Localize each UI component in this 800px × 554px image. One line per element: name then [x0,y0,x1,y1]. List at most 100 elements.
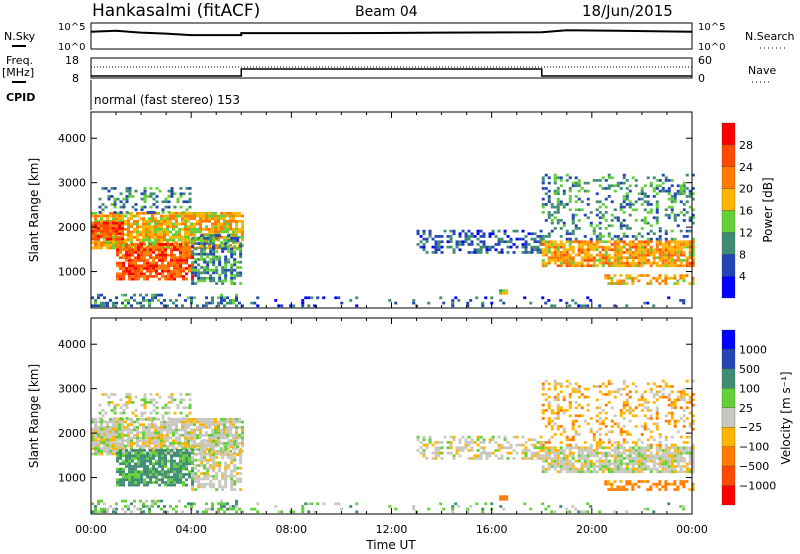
velocity-cell [685,379,689,383]
power-cell [212,268,216,272]
velocity-cell [691,451,695,455]
power-cell [643,256,647,260]
velocity-cell [121,452,124,456]
velocity-cell [691,422,695,426]
velocity-cell [235,499,238,503]
velocity-cell [119,406,123,410]
velocity-cell [187,425,190,429]
velocity-cell [655,409,659,412]
velocity-cell [586,395,590,399]
power-cell [145,293,148,297]
velocity-cell [221,488,225,491]
velocity-cell [667,403,671,407]
power-cell [536,245,540,249]
velocity-cell [97,439,100,442]
velocity-cell [173,483,177,487]
velocity-cell [230,482,234,486]
power-cell [230,252,234,256]
power-cell [428,235,432,238]
power-cell [571,299,575,302]
power-cell [488,232,492,236]
velocity-cell [176,462,180,466]
power-cell [610,256,614,260]
velocity-cell [691,488,695,491]
power-cell [655,200,659,204]
power-cell [167,200,171,204]
velocity-cell [556,409,560,412]
power-cell [112,237,115,241]
velocity-cell [130,417,133,421]
velocity-cell [565,470,569,474]
velocity-cell [649,459,653,463]
power-cell [598,235,602,238]
power-cell [574,200,578,204]
power-cell [541,259,545,262]
velocity-cell [541,449,545,452]
power-cell [193,225,196,228]
power-cell [236,239,240,243]
velocity-cell [607,446,611,450]
velocity-cell [121,425,124,429]
power-cell [119,205,123,209]
power-cell [419,245,423,249]
velocity-cell [191,485,195,489]
power-cell [631,203,635,206]
velocity-cell [206,466,210,470]
velocity-cell [691,457,695,460]
velocity-cell [643,462,647,466]
velocity-cell [163,441,166,445]
velocity-cell [238,507,241,511]
velocity-cell [119,451,123,455]
velocity-cell [152,467,156,471]
power-cell [452,229,456,233]
power-cell [158,272,162,276]
velocity-cell [604,462,608,466]
velocity-cell [118,427,121,431]
power-cell [652,261,656,265]
velocity-cell [158,449,162,452]
power-cell [203,242,207,245]
velocity-cell [241,420,244,424]
velocity-panel-frame [90,317,693,515]
power-cell [113,211,117,214]
velocity-cell [556,457,560,460]
power-cell [631,261,635,265]
power-cell [556,243,560,246]
power-cell [163,299,166,302]
power-cell [134,264,138,268]
velocity-cell [661,451,665,455]
power-cell [94,214,97,218]
power-cell [434,235,438,238]
velocity-cell [149,454,153,458]
velocity-cell [227,445,231,449]
velocity-cell [479,435,483,439]
nsearch-tick-low: 10^0 [698,42,725,53]
power-cell [604,256,608,260]
velocity-cell [646,465,650,468]
power-cell [106,229,109,233]
velocity-cell [194,458,198,462]
power-cell [467,235,471,238]
velocity-cell [116,467,120,471]
velocity-cell [155,411,159,415]
power-cell [637,256,641,260]
power-cell [163,238,166,242]
power-cell [394,301,398,305]
velocity-cell [133,499,136,503]
power-cell [230,266,234,269]
velocity-cell [289,510,293,514]
velocity-cell [106,435,109,439]
power-cell [667,240,671,244]
velocity-cell [157,431,160,434]
velocity-cell [598,417,602,420]
power-cell [652,251,656,254]
velocity-cell [568,395,572,399]
velocity-cell [437,446,441,450]
power-cell [161,269,165,273]
velocity-cell [673,457,677,460]
velocity-cell [142,441,145,445]
velocity-cell [688,451,692,455]
power-cell [184,225,187,228]
velocity-cell [547,441,551,444]
power-cell [607,173,611,177]
